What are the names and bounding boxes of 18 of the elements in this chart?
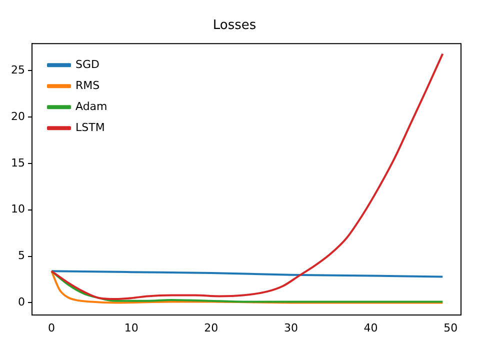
x-tick-label: 40 [364,321,378,334]
x-tick-label: 0 [48,321,56,334]
y-tick-label: 20 [10,110,25,123]
y-tick-label: 15 [10,156,25,170]
legend-label: RMS [75,78,100,92]
y-tick-label: 0 [18,296,25,309]
legend-label: Adam [75,100,108,113]
x-tick-label: 20 [204,321,218,334]
y-tick-label: 25 [10,63,25,76]
line-series [50,52,444,300]
x-tick-label: 30 [284,321,298,334]
chart-title: Losses [212,18,256,34]
x-tick-label: 50 [444,321,458,334]
x-tick-label: 10 [124,321,138,334]
legend-label: SGD [75,58,100,71]
legend-label: LSTM [75,120,105,134]
y-tick-label: 5 [18,249,25,262]
y-tick-label: 10 [10,202,25,216]
